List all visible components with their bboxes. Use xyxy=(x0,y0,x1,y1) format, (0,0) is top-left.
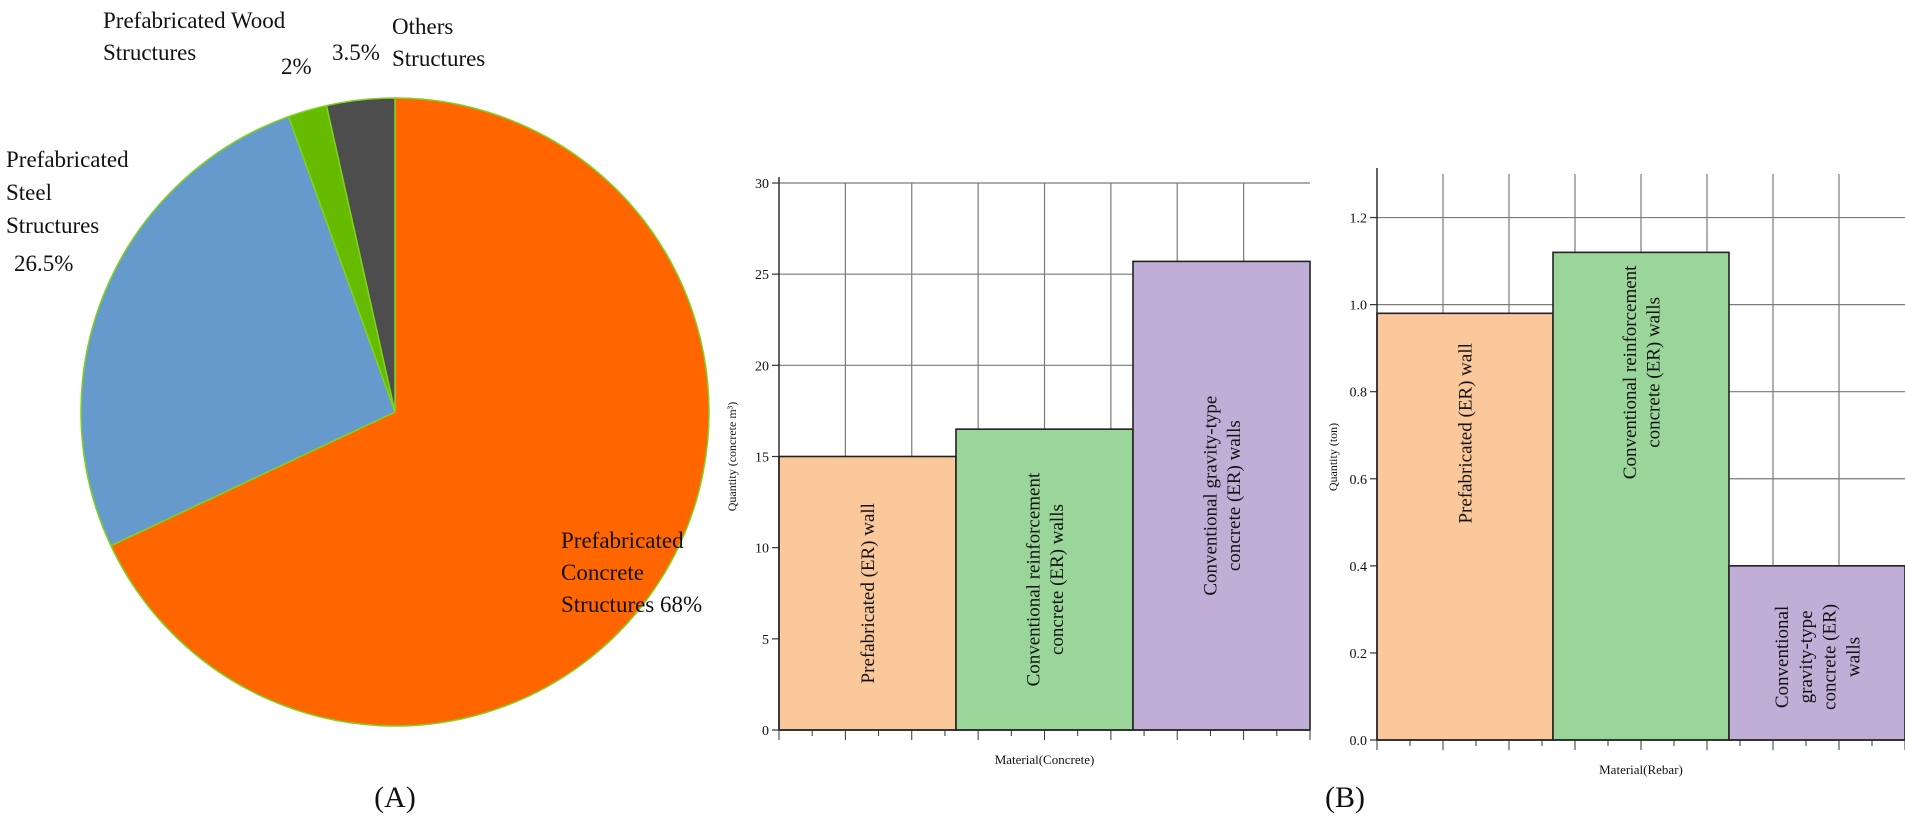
y-tick-label: 10 xyxy=(755,542,769,557)
x-axis-title: Material(Rebar) xyxy=(1599,762,1683,777)
y-tick-label: 0.8 xyxy=(1350,386,1368,401)
pie-label-concrete-line: Structures 68% xyxy=(561,592,702,617)
bar-label: gravity-type xyxy=(1796,610,1817,703)
bar-label: concrete (ER) walls xyxy=(1224,420,1245,571)
y-tick-label: 0.4 xyxy=(1350,560,1368,575)
pie-label-others-pct: 3.5% xyxy=(332,40,380,65)
y-tick-label: 5 xyxy=(762,633,769,648)
bar-label: concrete (ER) xyxy=(1820,604,1841,710)
bar-label: walls xyxy=(1843,637,1864,677)
pie-label-wood-pct: 2% xyxy=(281,54,312,79)
y-axis-title: Quantity (concrete m³) xyxy=(725,402,739,512)
bar-2 xyxy=(1132,260,1311,731)
pie-label-others-line: Structures xyxy=(392,46,485,71)
bar-2 xyxy=(1728,565,1905,741)
bar-label: concrete (ER) walls xyxy=(1644,297,1665,448)
pie-slice-1 xyxy=(80,115,396,547)
bar-label: Conventional reinforcement xyxy=(1023,472,1044,686)
bar-1 xyxy=(955,428,1134,731)
pie-label-concrete-line: Prefabricated xyxy=(561,528,684,553)
y-tick-label: 15 xyxy=(755,451,769,466)
bar-label: concrete (ER) walls xyxy=(1047,504,1068,655)
y-tick-label: 25 xyxy=(755,268,769,283)
bar-label: Conventional xyxy=(1772,606,1793,708)
pie-label-steel-line: Steel xyxy=(6,180,52,205)
pie-label-steel-line: Prefabricated xyxy=(6,147,129,172)
x-axis-title: Material(Concrete) xyxy=(995,752,1095,767)
bar-label: Prefabricated (ER) wall xyxy=(1456,343,1477,523)
y-tick-label: 0.6 xyxy=(1350,473,1368,488)
bar-label: Conventional gravity-type xyxy=(1200,396,1221,596)
panel-label-b: (B) xyxy=(1325,781,1365,814)
y-tick-label: 0 xyxy=(762,724,769,739)
y-tick-label: 30 xyxy=(755,177,769,192)
pie-chart: Prefabricated Concrete Structures 68% Prefa… xyxy=(6,8,710,814)
y-axis-title: Quantity (ton) xyxy=(1326,423,1340,491)
bar-0 xyxy=(1376,312,1554,741)
y-tick-label: 0.0 xyxy=(1350,734,1368,749)
y-tick-label: 20 xyxy=(755,359,769,374)
pie-label-steel-pct: 26.5% xyxy=(14,251,73,276)
bar-chart-B2: 0.0 0.2 0.4 0.6 0.8 1.0 1.2 Prefabricated (ER) … xyxy=(1326,168,1905,777)
y-tick-label: 1.0 xyxy=(1350,299,1368,314)
pie-label-others-line: Others xyxy=(392,14,453,39)
pie-label-wood-line: Structures xyxy=(103,40,196,65)
bar-label: Prefabricated (ER) wall xyxy=(858,503,879,683)
pie-label-wood-line: Prefabricated Wood xyxy=(103,8,286,33)
bar-1 xyxy=(1552,251,1730,741)
bar-chart-B1: 0 5 10 15 20 25 30 Prefabricated (ER) wall Conve… xyxy=(725,177,1365,814)
pie-slice-3 xyxy=(325,97,396,413)
y-tick-label: 0.2 xyxy=(1350,647,1368,662)
y-tick-label: 1.2 xyxy=(1350,212,1368,227)
bar-label: Conventional reinforcement xyxy=(1620,265,1641,479)
pie-slice-0 xyxy=(109,97,710,727)
pie-label-concrete-line: Concrete xyxy=(561,560,644,585)
panel-label-a: (A) xyxy=(374,781,416,814)
pie-label-steel-line: Structures xyxy=(6,213,99,238)
bar-0 xyxy=(778,455,957,731)
